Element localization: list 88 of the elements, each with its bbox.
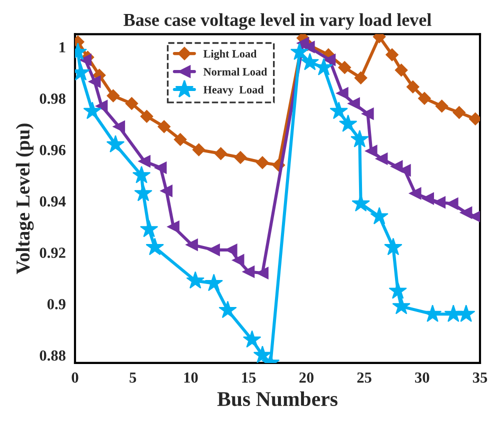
point (338, 114, 358, 132)
point (444, 304, 462, 322)
point (452, 106, 466, 119)
point (386, 48, 398, 62)
point (186, 238, 198, 251)
x-tick-label: 15 (242, 372, 256, 383)
point (88, 76, 101, 88)
point (158, 120, 171, 134)
point (384, 238, 402, 256)
point (422, 192, 434, 205)
point (154, 162, 167, 174)
y-tick-label: 1 (60, 42, 66, 52)
point (314, 58, 333, 76)
point (446, 198, 458, 210)
point (370, 206, 388, 224)
x-tick-label: 0 (72, 372, 78, 383)
point (106, 89, 120, 102)
point (457, 304, 476, 322)
point (300, 52, 320, 70)
point (160, 184, 172, 197)
x-tick-label: 30 (415, 372, 430, 383)
point (348, 97, 360, 110)
point (460, 206, 472, 219)
point (302, 40, 315, 54)
x-tick-label: 35 (472, 372, 488, 383)
point (394, 64, 408, 77)
point (96, 100, 108, 112)
point (242, 266, 255, 278)
point (350, 130, 369, 148)
point (167, 220, 180, 233)
y-axis-title: Voltage Level (pu) (16, 124, 34, 274)
point (204, 274, 223, 292)
point (433, 196, 446, 208)
point (365, 144, 378, 158)
legend-label: Heavy Load (203, 86, 264, 96)
y-tick-label: 0.94 (40, 196, 66, 207)
point (253, 346, 272, 363)
point (406, 80, 420, 94)
y-tick-label: 0.9 (47, 299, 66, 310)
legend-label: Light Load (203, 50, 257, 60)
point (336, 87, 348, 100)
point (376, 152, 388, 165)
point (79, 54, 92, 66)
point (398, 164, 411, 176)
y-tick-label: 0.92 (40, 248, 66, 258)
point (392, 296, 410, 314)
y-tick-label: 0.88 (40, 350, 66, 361)
point (186, 271, 204, 289)
point (138, 155, 151, 168)
point (256, 266, 269, 280)
x-tick-label: 20 (299, 372, 314, 383)
point (435, 100, 448, 112)
point (290, 42, 309, 60)
point (208, 244, 220, 256)
y-tick-label: 0.96 (40, 144, 66, 156)
point (83, 102, 102, 120)
point (134, 184, 152, 202)
point (140, 220, 158, 238)
point (388, 281, 407, 299)
point (409, 187, 422, 200)
point (192, 143, 206, 156)
point (106, 135, 125, 152)
point (423, 304, 442, 322)
point (234, 151, 247, 164)
point (132, 166, 151, 184)
point (232, 254, 244, 266)
point (338, 61, 352, 74)
point (174, 133, 187, 146)
point (418, 92, 431, 105)
point (125, 97, 138, 110)
y-tick-label: 0.98 (40, 94, 66, 104)
x-tick-label: 25 (357, 372, 372, 383)
x-tick-label: 10 (184, 372, 198, 383)
point (323, 54, 336, 66)
point (256, 156, 269, 170)
legend-label: Normal Load (204, 68, 268, 76)
point (112, 120, 126, 133)
point (362, 108, 374, 120)
chart-title: Base case voltage level in vary load level (124, 13, 432, 30)
point (146, 238, 164, 256)
point (242, 330, 262, 348)
x-axis-title: Bus Numbers (217, 391, 338, 406)
x-tick-label: 5 (130, 372, 136, 383)
point (330, 102, 348, 120)
point (140, 110, 154, 123)
point (214, 147, 228, 160)
point (354, 71, 368, 84)
point (218, 300, 237, 318)
